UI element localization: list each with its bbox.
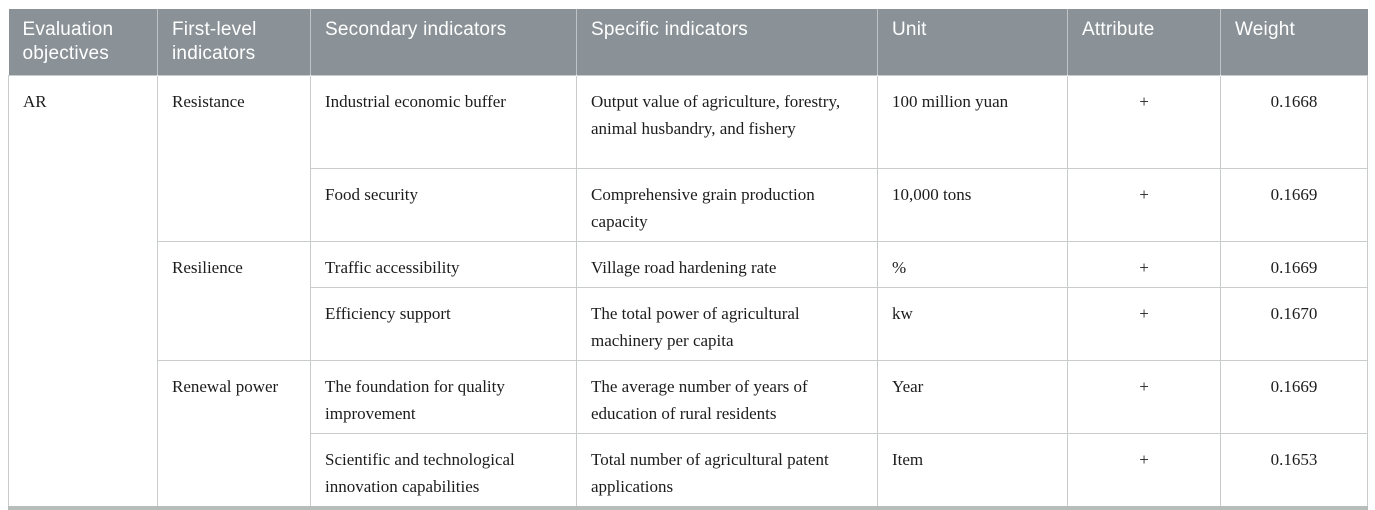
- header-cell-specific-indicators: Specific indicators: [576, 9, 878, 75]
- cell-weight: 0.1669: [1220, 359, 1368, 434]
- cell-attribute: +: [1067, 359, 1221, 434]
- cell-secondary: Scientific and technological innovation …: [310, 432, 577, 508]
- cell-weight: 0.1670: [1220, 286, 1368, 361]
- cell-unit: Item: [877, 432, 1068, 508]
- cell-evaluation-objective: AR: [8, 74, 158, 508]
- cell-first-level-resistance: Resistance: [157, 74, 311, 242]
- cell-secondary: The foundation for quality improvement: [310, 359, 577, 434]
- table-header: Evaluation objectives First-level indica…: [8, 9, 1368, 75]
- table-row: Efficiency support The total power of ag…: [9, 286, 1368, 361]
- header-cell-weight: Weight: [1220, 9, 1368, 75]
- header-cell-secondary-indicators: Secondary indicators: [310, 9, 577, 75]
- table-row: Food security Comprehensive grain produc…: [9, 167, 1368, 242]
- header-cell-unit: Unit: [877, 9, 1068, 75]
- cell-weight: 0.1669: [1220, 240, 1368, 288]
- header-row: Evaluation objectives First-level indica…: [8, 9, 1368, 75]
- cell-specific: Comprehensive grain production capacity: [576, 167, 878, 242]
- cell-weight: 0.1653: [1220, 432, 1368, 508]
- cell-unit: kw: [877, 286, 1068, 361]
- cell-attribute: +: [1067, 167, 1221, 242]
- cell-specific: Output value of agriculture, forestry, a…: [576, 74, 878, 169]
- table-row: Resilience Traffic accessibility Village…: [9, 240, 1368, 361]
- table-row: Renewal power The foundation for quality…: [9, 359, 1368, 508]
- cell-weight: 0.1668: [1220, 74, 1368, 169]
- cell-specific: The total power of agricultural machiner…: [576, 286, 878, 361]
- cell-secondary: Industrial economic buffer: [310, 74, 577, 169]
- header-cell-evaluation-objectives: Evaluation objectives: [8, 9, 158, 75]
- cell-unit: 100 million yuan: [877, 74, 1068, 169]
- cell-first-level-resilience: Resilience: [157, 240, 311, 361]
- cell-attribute: +: [1067, 74, 1221, 169]
- cell-specific: Total number of agricultural patent appl…: [576, 432, 878, 508]
- cell-specific: Village road hardening rate: [576, 240, 878, 288]
- cell-secondary: Efficiency support: [310, 286, 577, 361]
- cell-attribute: +: [1067, 432, 1221, 508]
- cell-attribute: +: [1067, 240, 1221, 288]
- cell-first-level-renewal-power: Renewal power: [157, 359, 311, 508]
- cell-weight: 0.1669: [1220, 167, 1368, 242]
- indicator-table: Evaluation objectives First-level indica…: [8, 9, 1368, 510]
- cell-unit: %: [877, 240, 1068, 288]
- header-cell-attribute: Attribute: [1067, 9, 1221, 75]
- cell-unit: Year: [877, 359, 1068, 434]
- cell-specific: The average number of years of education…: [576, 359, 878, 434]
- header-cell-first-level-indicators: First-level indicators: [157, 9, 311, 75]
- table-row: AR Resistance Industrial economic buffer…: [8, 74, 1368, 508]
- cell-unit: 10,000 tons: [877, 167, 1068, 242]
- cell-secondary: Traffic accessibility: [310, 240, 577, 288]
- cell-attribute: +: [1067, 286, 1221, 361]
- table-body: AR Resistance Industrial economic buffer…: [8, 74, 1368, 508]
- cell-secondary: Food security: [310, 167, 577, 242]
